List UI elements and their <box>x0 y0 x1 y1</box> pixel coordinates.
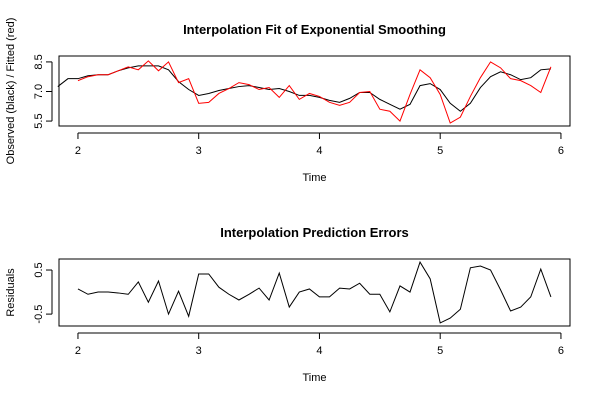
y-tick-label: 5.5 <box>33 113 45 128</box>
x-tick-label: 4 <box>316 345 322 357</box>
chart-title: Interpolation Fit of Exponential Smoothi… <box>183 22 446 37</box>
x-tick-label: 2 <box>75 345 81 357</box>
x-axis-label: Time <box>302 372 326 384</box>
data-line <box>57 65 551 112</box>
chart-title: Interpolation Prediction Errors <box>220 225 409 240</box>
x-tick-label: 3 <box>196 345 202 357</box>
x-tick-label: 3 <box>196 145 202 157</box>
x-tick-label: 5 <box>437 145 443 157</box>
y-tick-label: 7.0 <box>33 84 45 99</box>
y-axis-label: Observed (black) / Fitted (red) <box>5 18 17 165</box>
y-tick-label: 0.5 <box>33 262 45 277</box>
y-axis-label: Residuals <box>5 268 17 317</box>
y-tick-label: 8.5 <box>33 54 45 69</box>
x-tick-label: 2 <box>75 145 81 157</box>
x-tick-label: 6 <box>558 345 564 357</box>
x-tick-label: 5 <box>437 345 443 357</box>
x-tick-label: 6 <box>558 145 564 157</box>
x-axis-label: Time <box>302 172 326 184</box>
data-line <box>77 260 552 324</box>
y-tick-label: -0.5 <box>33 305 45 324</box>
x-tick-label: 4 <box>316 145 322 157</box>
data-line <box>77 60 552 124</box>
plot-box <box>58 258 571 327</box>
plot-box <box>58 55 571 127</box>
